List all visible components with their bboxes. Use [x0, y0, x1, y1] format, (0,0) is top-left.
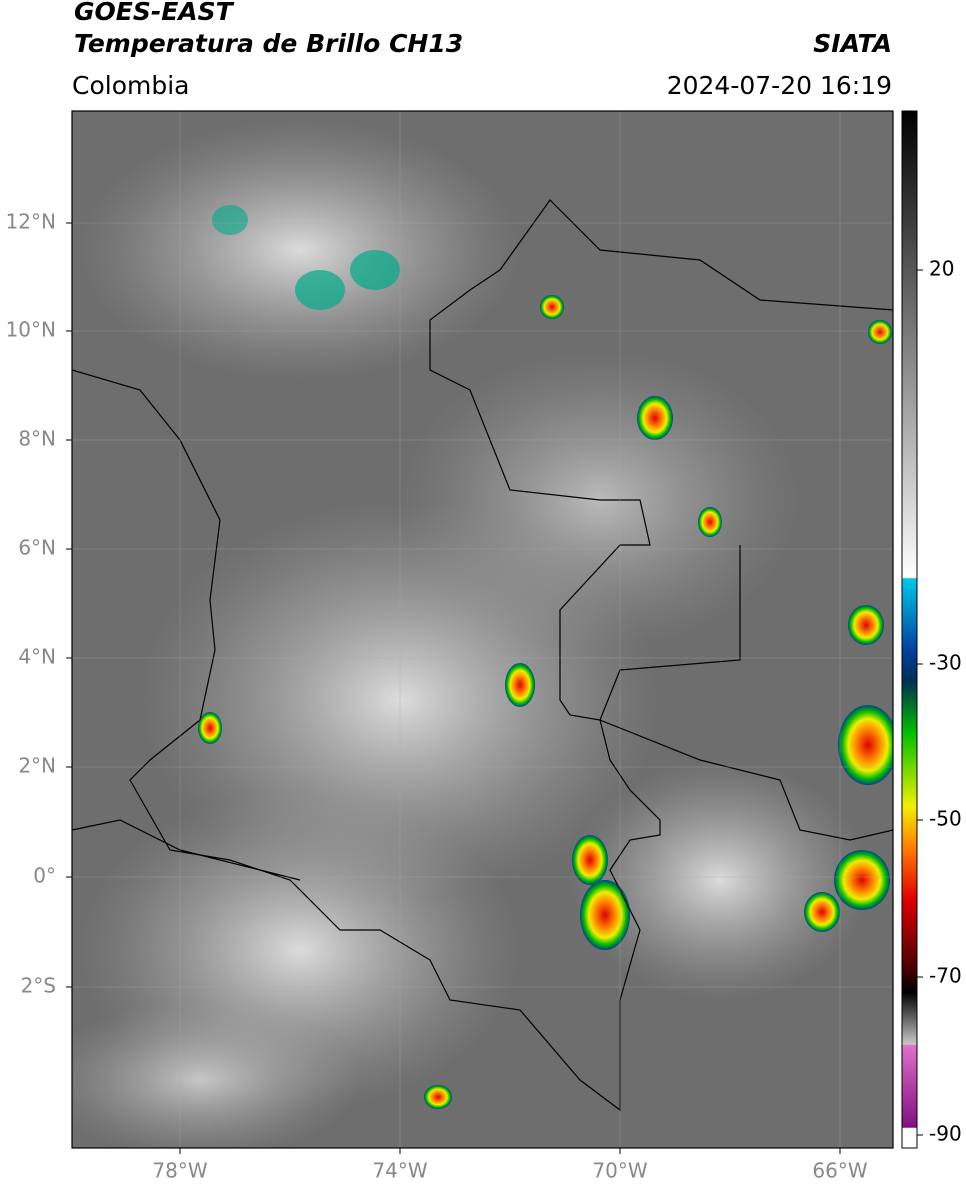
colorbar-label: -90 [929, 1122, 962, 1146]
datetime: 2024-07-20 16:19 [667, 71, 892, 100]
lat-label: 2°S [21, 974, 56, 998]
region: Colombia [72, 71, 189, 100]
lat-label: 12°N [6, 210, 56, 234]
colorbar-label: -70 [929, 964, 962, 988]
graticule [72, 111, 893, 1148]
lat-label: 4°N [18, 645, 56, 669]
colorbar-label: -30 [929, 651, 962, 675]
lat-label: 10°N [6, 318, 56, 342]
colorbar-label: -50 [929, 807, 962, 831]
lat-label: 2°N [18, 754, 56, 778]
map-frame [71, 110, 894, 1149]
product: Temperatura de Brillo CH13 [74, 29, 463, 58]
lon-label: 74°W [372, 1159, 427, 1183]
lat-label: 8°N [18, 427, 56, 451]
colorbar [901, 110, 918, 1149]
colorbar-label: 20 [929, 257, 954, 281]
source: SIATA [813, 29, 892, 58]
satellite: GOES-EAST [74, 0, 235, 26]
lat-label: 0° [33, 864, 56, 888]
lon-label: 66°W [812, 1159, 867, 1183]
satellite-image [72, 111, 893, 1148]
lon-label: 78°W [152, 1159, 207, 1183]
lon-label: 70°W [592, 1159, 647, 1183]
lat-label: 6°N [18, 536, 56, 560]
